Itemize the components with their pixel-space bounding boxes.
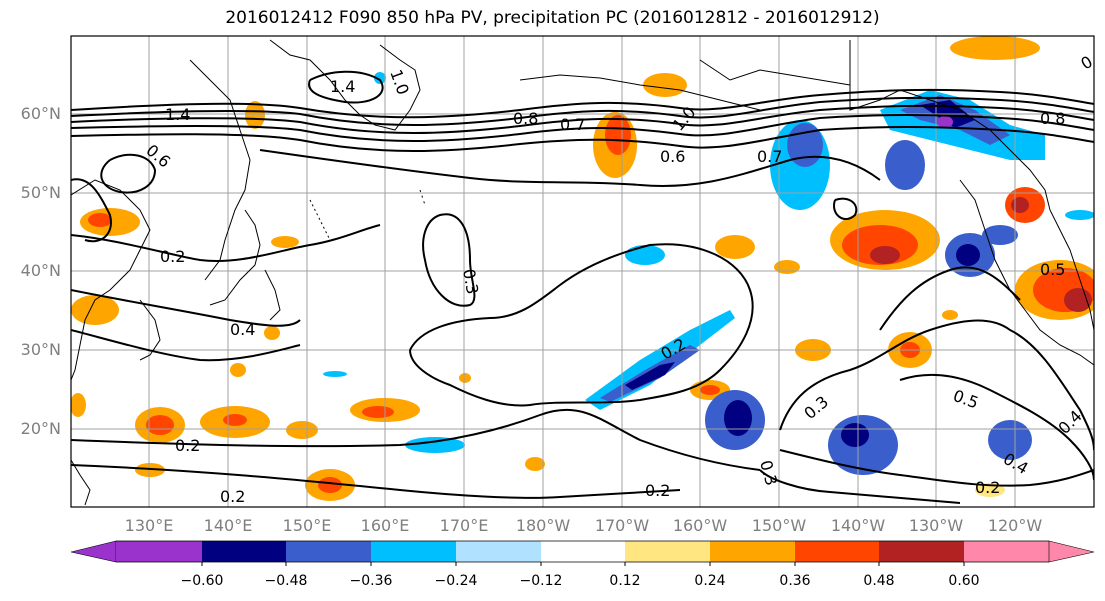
- colorbar-segment: [795, 541, 879, 562]
- gridlines: [71, 36, 1094, 507]
- colorbar-segment: [625, 541, 710, 562]
- colorbar-tick-label: 0.48: [863, 573, 895, 589]
- colorbar-tick-label: 0.12: [609, 573, 641, 589]
- colorbar-segment: [202, 541, 286, 562]
- colorbar-segment: [710, 541, 795, 562]
- colorbar-tick-label: −0.60: [180, 573, 224, 589]
- colorbar-segment: [116, 541, 202, 562]
- lat-label-60n: 60°N: [20, 104, 61, 123]
- colorbar-tick-label: 0.60: [948, 573, 980, 589]
- colorbar-tick-label: −0.24: [434, 573, 478, 589]
- colorbar-segment: [456, 541, 541, 562]
- lat-label-30n: 30°N: [20, 340, 61, 359]
- contour-label: 1.4: [330, 77, 355, 96]
- contour-label: 0.3: [459, 267, 482, 295]
- colorbar-segment: [879, 541, 964, 562]
- lon-label: 170°E: [439, 516, 489, 535]
- contour-label: 0.8: [1040, 109, 1065, 128]
- coastlines: [71, 39, 1094, 506]
- contour-label: 0.2: [975, 478, 1000, 497]
- lon-label: 130°W: [908, 516, 964, 535]
- contour-label: 0.2: [175, 436, 200, 455]
- lon-label: 140°W: [830, 516, 886, 535]
- contour-label: 0.2: [160, 247, 185, 266]
- colorbar-segment: [541, 541, 625, 562]
- colorbar-tick-label: −0.36: [349, 573, 393, 589]
- plot-frame: [70, 35, 1095, 508]
- contour-label: 0.7: [757, 147, 782, 166]
- colorbar-segment: [1048, 540, 1095, 563]
- lon-label: 150°E: [282, 516, 332, 535]
- colorbar-tick-label: −0.12: [519, 573, 563, 589]
- contour-label: 1.4: [165, 105, 190, 124]
- lon-label: 180°W: [515, 516, 571, 535]
- lat-label-20n: 20°N: [20, 419, 61, 438]
- lon-label: 170°W: [594, 516, 650, 535]
- contour-label: 0.6: [660, 147, 685, 166]
- lon-label: 130°E: [124, 516, 174, 535]
- colorbar-segment: [964, 541, 1049, 562]
- contour-label: 0.2: [645, 481, 670, 500]
- contour-label: 0.4: [230, 320, 255, 339]
- pv-contours: [71, 70, 1094, 504]
- lon-label: 160°W: [672, 516, 728, 535]
- contour-label: 0.5: [1040, 260, 1065, 279]
- lon-label: 150°W: [751, 516, 807, 535]
- map-title: 2016012412 F090 850 hPa PV, precipitatio…: [225, 8, 880, 28]
- lon-label: 160°E: [360, 516, 410, 535]
- colorbar: [70, 540, 1095, 566]
- lon-label: 120°W: [987, 516, 1043, 535]
- colorbar-tick-label: 0.24: [694, 573, 726, 589]
- colorbar-segment: [286, 541, 371, 562]
- colorbar-tick-label: −0.48: [264, 573, 308, 589]
- contour-label: 0.7: [560, 115, 585, 134]
- lon-label: 140°E: [203, 516, 253, 535]
- contour-label: 0.2: [220, 487, 245, 506]
- colorbar-tick-label: 0.36: [779, 573, 811, 589]
- lat-label-40n: 40°N: [20, 261, 61, 280]
- colorbar-segment: [70, 540, 117, 563]
- lat-label-50n: 50°N: [20, 183, 61, 202]
- contour-label: 0.8: [513, 109, 538, 128]
- colorbar-segment: [371, 541, 456, 562]
